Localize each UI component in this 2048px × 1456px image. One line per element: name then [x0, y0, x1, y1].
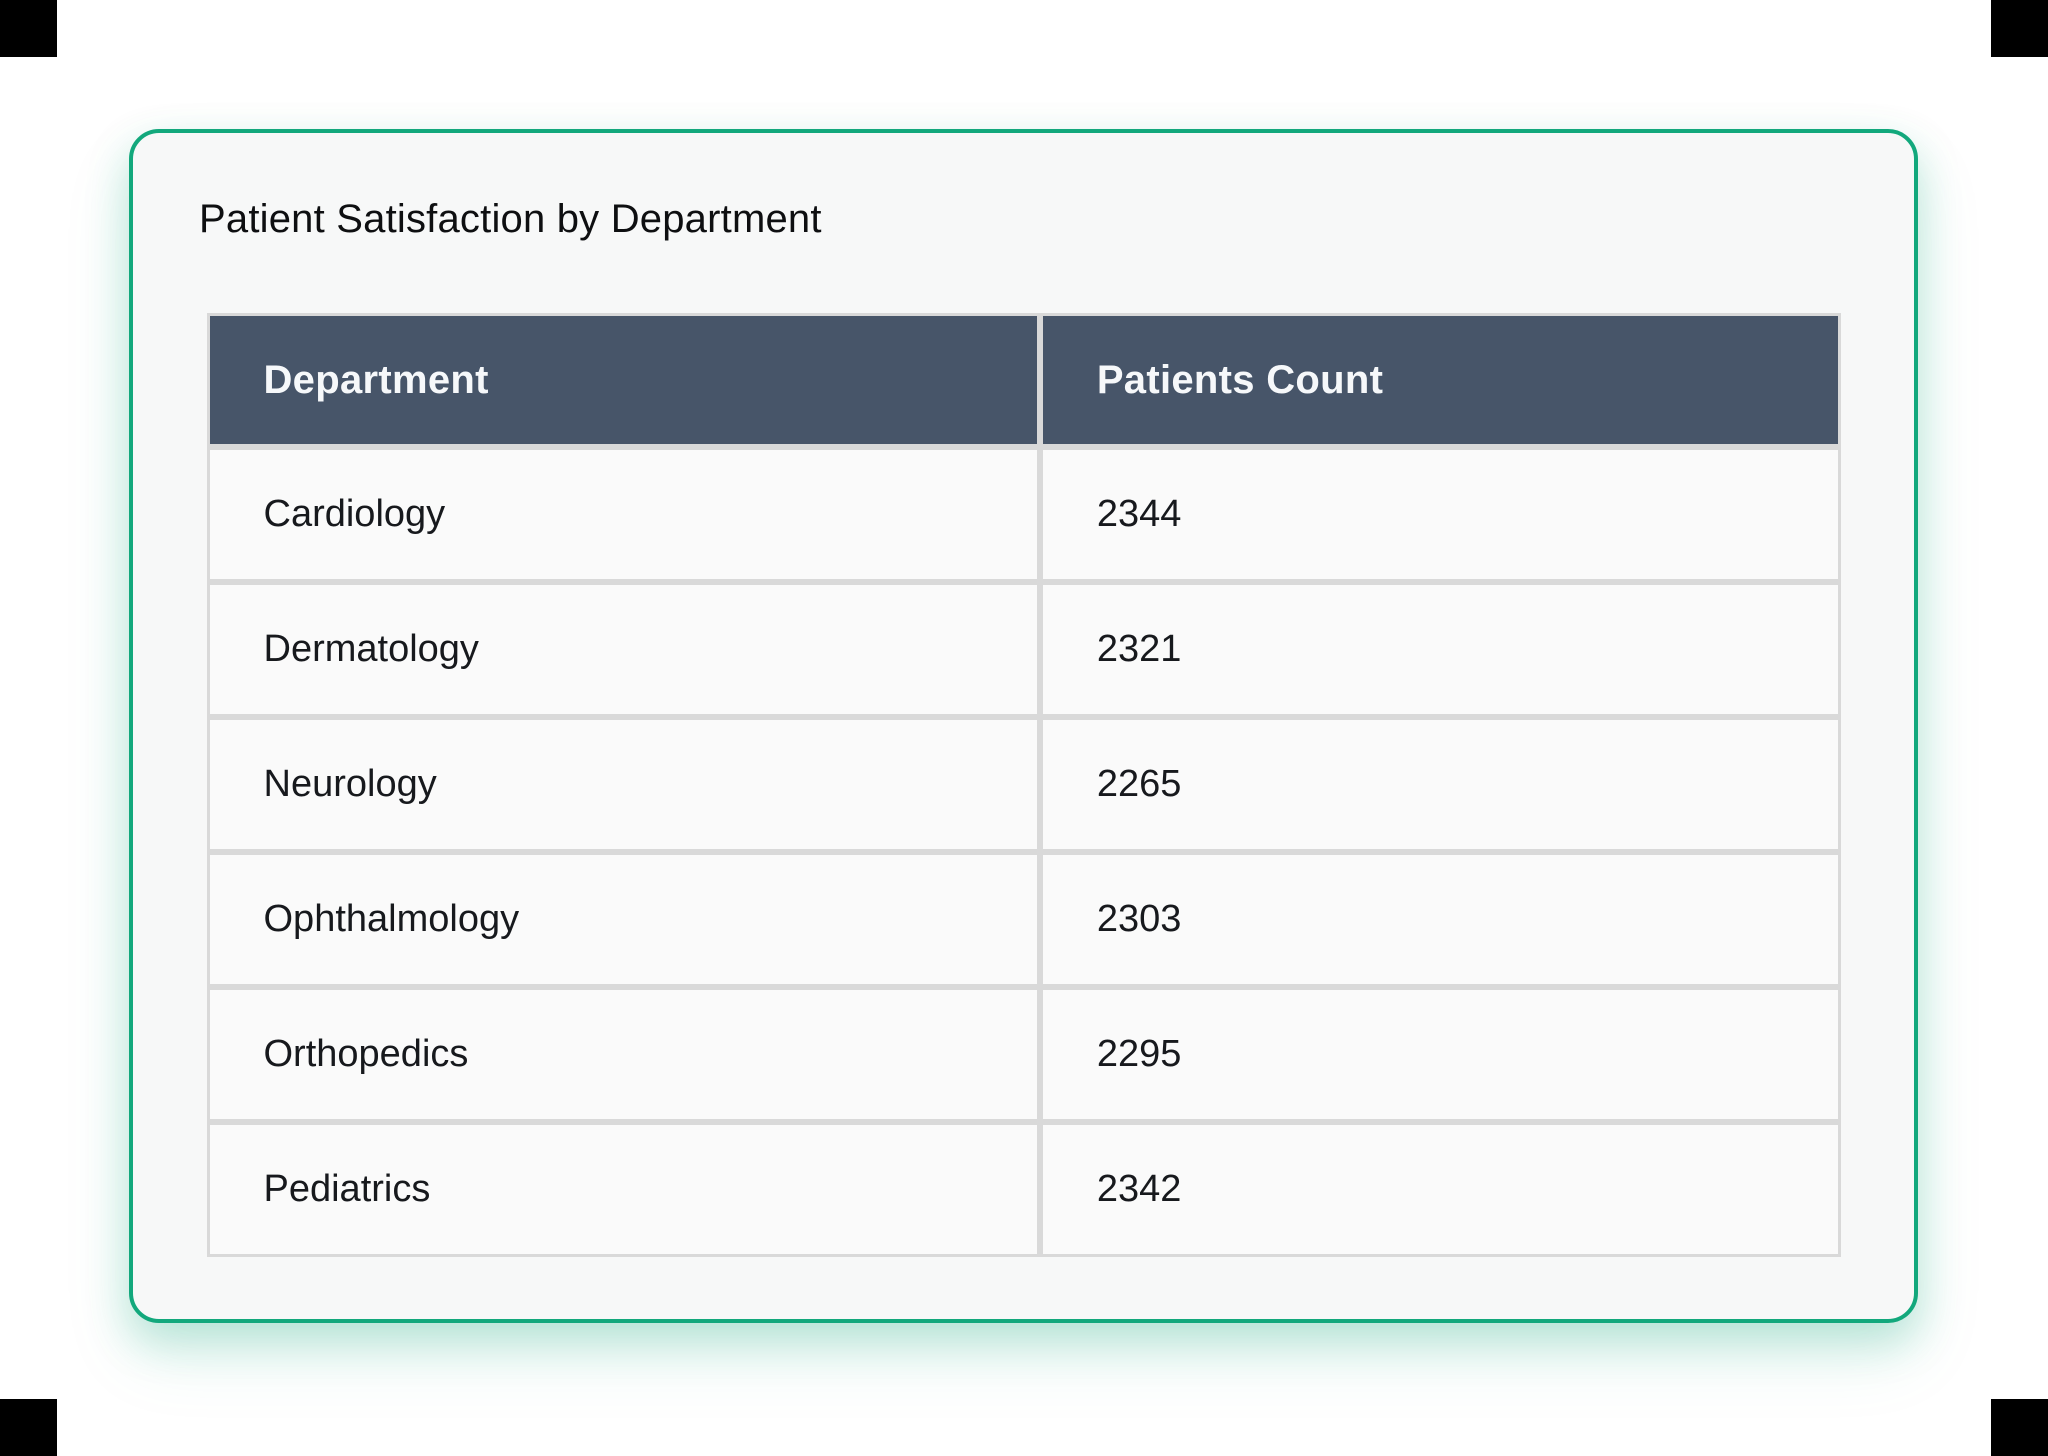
cell-department: Ophthalmology [206, 852, 1040, 987]
table-row: Ophthalmology 2303 [206, 852, 1841, 987]
screen-corner-artifact-top-left [0, 0, 57, 57]
column-header-department: Department [206, 313, 1040, 447]
table-row: Cardiology 2344 [206, 447, 1841, 582]
cell-patients-count: 2265 [1039, 717, 1841, 852]
cell-patients-count: 2321 [1039, 582, 1841, 717]
table-row: Dermatology 2321 [206, 582, 1841, 717]
cell-patients-count: 2344 [1039, 447, 1841, 582]
screen-corner-artifact-bottom-right [1991, 1399, 2048, 1456]
cell-department: Pediatrics [206, 1122, 1040, 1257]
cell-patients-count: 2303 [1039, 852, 1841, 987]
column-header-patients-count: Patients Count [1039, 313, 1841, 447]
cell-department: Neurology [206, 717, 1040, 852]
cell-department: Orthopedics [206, 987, 1040, 1122]
cell-patients-count: 2295 [1039, 987, 1841, 1122]
screen-corner-artifact-top-right [1991, 0, 2048, 57]
table-row: Pediatrics 2342 [206, 1122, 1841, 1257]
cell-department: Dermatology [206, 582, 1040, 717]
screen-corner-artifact-bottom-left [0, 1399, 57, 1456]
cell-patients-count: 2342 [1039, 1122, 1841, 1257]
patient-satisfaction-card: Patient Satisfaction by Department Depar… [129, 129, 1918, 1323]
cell-department: Cardiology [206, 447, 1040, 582]
patients-table: Department Patients Count Cardiology 234… [206, 313, 1841, 1257]
table-row: Orthopedics 2295 [206, 987, 1841, 1122]
card-title: Patient Satisfaction by Department [199, 197, 822, 241]
table-header-row: Department Patients Count [206, 313, 1841, 447]
table-row: Neurology 2265 [206, 717, 1841, 852]
